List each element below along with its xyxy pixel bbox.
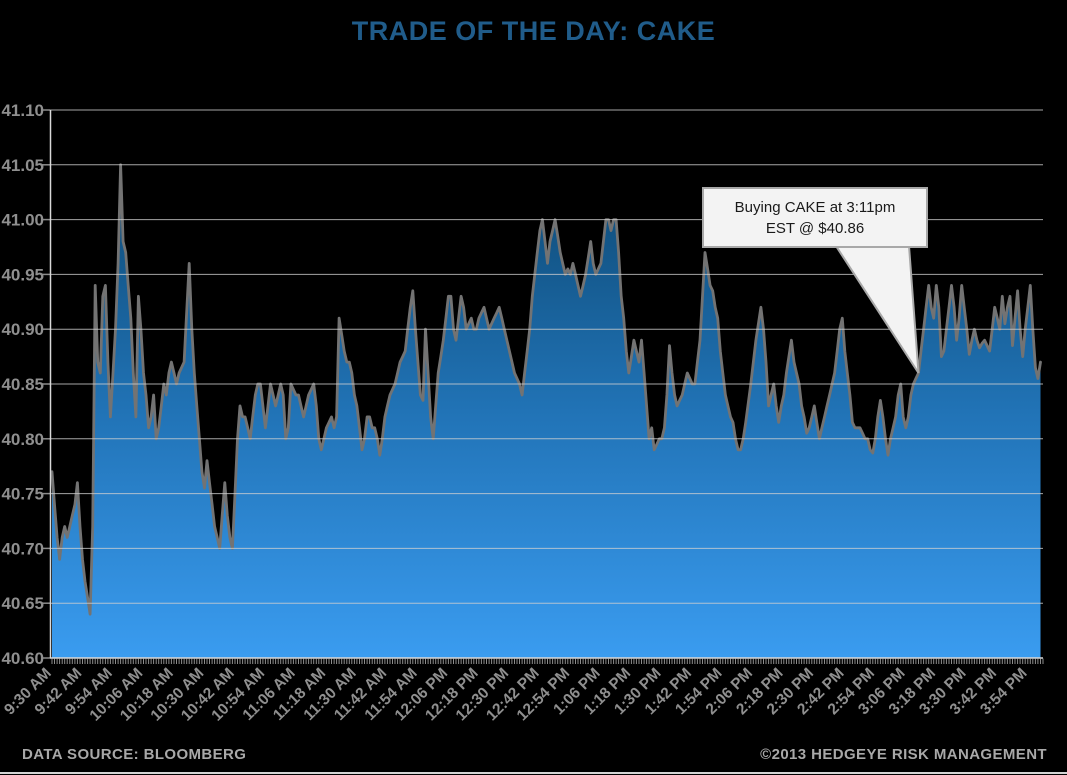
- price-area-fill: [52, 164, 1041, 659]
- annotation-line1: Buying CAKE at 3:11pm: [734, 198, 896, 216]
- y-axis-label: 40.95: [1, 265, 44, 284]
- y-axis-label: 41.00: [1, 211, 44, 230]
- data-source-label: DATA SOURCE: BLOOMBERG: [22, 746, 247, 763]
- annotation-callout: Buying CAKE at 3:11pm EST @ $40.86: [702, 187, 928, 248]
- y-axis-label: 40.90: [1, 320, 44, 339]
- y-axis-label: 40.70: [1, 539, 44, 558]
- bottom-divider: [0, 772, 1067, 774]
- page-title: TRADE OF THE DAY: CAKE: [351, 16, 716, 46]
- price-line: [50, 163, 1042, 616]
- y-axis-label: 40.60: [1, 649, 44, 668]
- y-axis-label: 41.05: [1, 156, 44, 175]
- callout-tail: [834, 245, 920, 374]
- y-axis-label: 41.10: [1, 101, 44, 120]
- copyright-label: ©2013 HEDGEYE RISK MANAGEMENT: [760, 746, 1047, 763]
- y-axis-label: 40.80: [1, 430, 44, 449]
- annotation-line2: EST @ $40.86: [765, 219, 865, 237]
- y-axis-label: 40.65: [1, 594, 44, 613]
- y-axis-label: 40.85: [1, 375, 44, 394]
- y-axis-label: 40.75: [1, 485, 44, 504]
